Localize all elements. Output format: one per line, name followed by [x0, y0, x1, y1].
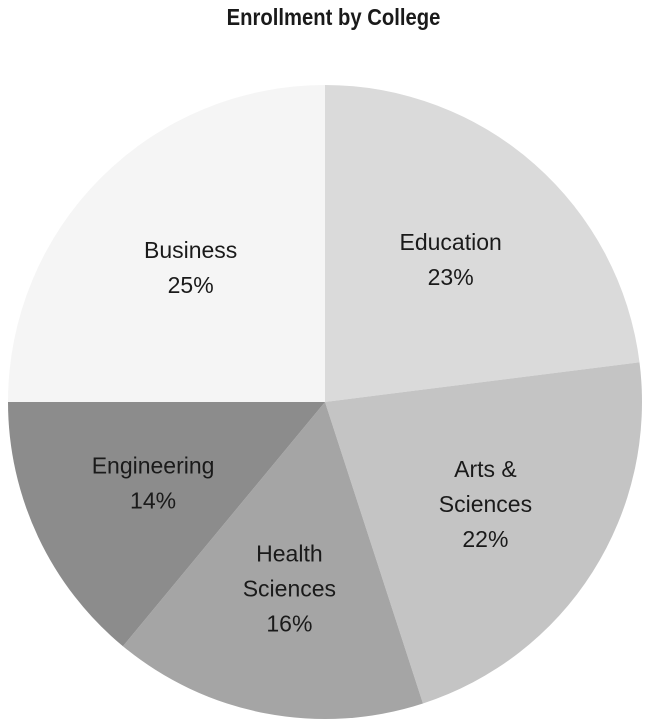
pie-slice-health-sciences	[122, 402, 423, 720]
slice-name: Sciences	[439, 491, 532, 517]
slice-name: Health	[256, 541, 322, 567]
slice-percent: 16%	[266, 611, 312, 637]
pie-slice-business	[8, 85, 325, 402]
chart-title: Enrollment by College	[226, 4, 441, 30]
slice-label-education: Education 23%	[399, 229, 501, 290]
slice-name: Engineering	[92, 452, 215, 478]
slice-percent: 25%	[168, 272, 214, 298]
pie-slice-arts-sciences	[325, 362, 642, 704]
slice-label-arts-sciences: Arts & Sciences 22%	[439, 456, 532, 552]
slice-percent: 22%	[462, 526, 508, 552]
slice-name: Business	[144, 237, 237, 263]
slice-label-business: Business 25%	[144, 237, 237, 298]
slice-label-health-sciences: Health Sciences 16%	[243, 541, 336, 637]
slice-label-engineering: Engineering 14%	[92, 452, 215, 513]
pie-slice-engineering	[8, 402, 325, 647]
slice-percent: 23%	[428, 264, 474, 290]
pie-slice-education	[325, 85, 640, 402]
slice-percent: 14%	[130, 487, 176, 513]
slice-name: Arts &	[454, 456, 517, 482]
slice-name: Sciences	[243, 576, 336, 602]
slice-name: Education	[399, 229, 501, 255]
